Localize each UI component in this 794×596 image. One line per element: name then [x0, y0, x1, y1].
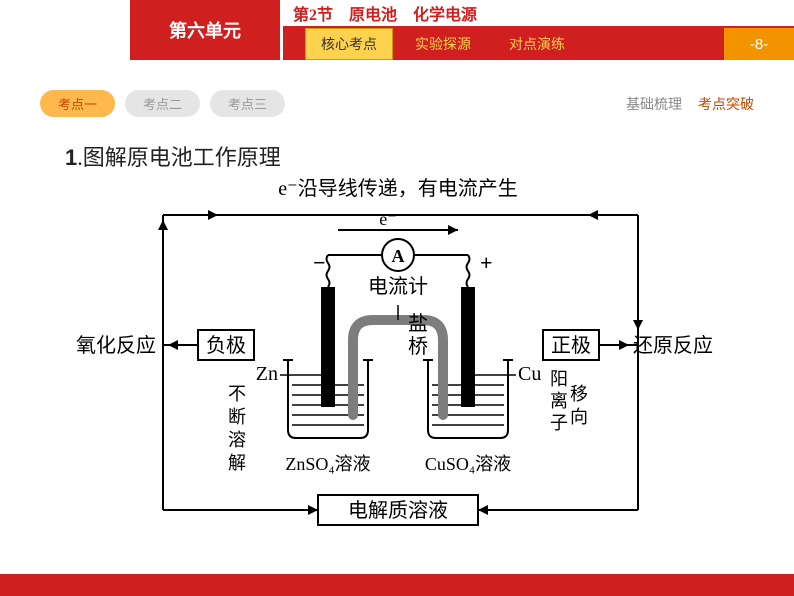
right-vert-3: 子	[550, 413, 568, 433]
electron-arrow	[448, 225, 458, 235]
right-vert-1: 阳	[550, 369, 568, 389]
electron-symbol: e⁻	[379, 209, 397, 229]
arrow-right-in	[588, 210, 598, 220]
title-text: .图解原电池工作原理	[77, 145, 281, 170]
left-vert-1: 不	[228, 384, 246, 404]
left-vert-3: 溶	[228, 430, 246, 450]
ammeter-label: 电流计	[368, 275, 428, 298]
top-text: e⁻沿导线传递，有电流产生	[278, 177, 517, 200]
right-vert-5: 向	[570, 407, 588, 427]
positive-terminal-label: 正极	[551, 334, 591, 357]
unit-box: 第六单元	[130, 0, 280, 60]
title-number: 1	[65, 145, 77, 170]
tabs-row: 核心考点 实验探源 对点演练	[283, 28, 794, 60]
pill-point1[interactable]: 考点一	[40, 90, 115, 117]
page-number-badge: -8-	[724, 28, 794, 60]
salt-bridge	[353, 320, 443, 415]
spring-right-icon	[467, 255, 470, 287]
tab-experiment[interactable]: 实验探源	[399, 28, 487, 60]
ammeter-symbol: A	[392, 246, 405, 266]
arrow-left-in	[208, 210, 218, 220]
cu-electrode	[461, 287, 475, 407]
footer-bar	[0, 574, 794, 596]
electrolyte-label: 电解质溶液	[348, 499, 448, 522]
tab-core[interactable]: 核心考点	[305, 28, 393, 60]
right-vert-2: 离	[550, 391, 568, 411]
positive-sign: +	[480, 250, 493, 275]
arrow-into-electrolyte-left	[308, 505, 318, 515]
znso4-label: ZnSO₄溶液	[285, 454, 370, 474]
reduction-label: 还原反应	[633, 334, 713, 357]
left-vert-2: 断	[228, 407, 246, 427]
content-title: 1.图解原电池工作原理	[65, 140, 281, 172]
zn-electrode	[321, 287, 335, 407]
cuso4-label: CuSO₄溶液	[425, 454, 511, 474]
right-vert-4: 移	[570, 384, 588, 404]
spring-left-icon	[327, 255, 330, 287]
subnav-link-breakthrough[interactable]: 考点突破	[698, 94, 754, 114]
zn-label: Zn	[256, 363, 278, 385]
arrow-down-positive	[633, 320, 643, 330]
negative-terminal-label: 负极	[206, 334, 246, 357]
arrow-into-electrolyte-right	[478, 505, 488, 515]
tab-practice[interactable]: 对点演练	[493, 28, 581, 60]
salt-bridge-label-1: 盐	[408, 312, 428, 335]
pill-point3[interactable]: 考点三	[210, 90, 285, 117]
section-title: 第2节 原电池 化学电源	[283, 0, 794, 28]
arrow-up-negative	[158, 220, 168, 230]
galvanic-cell-diagram: e⁻沿导线传递，有电流产生 e⁻ A 电流计 − +	[68, 175, 728, 555]
negative-sign: −	[313, 250, 326, 275]
cu-label: Cu	[518, 363, 541, 385]
oxidation-label: 氧化反应	[76, 334, 156, 357]
left-vert-4: 解	[228, 453, 246, 473]
subnav-link-basics[interactable]: 基础梳理	[626, 94, 682, 114]
salt-bridge-label-2: 桥	[408, 335, 428, 358]
pill-point2[interactable]: 考点二	[125, 90, 200, 117]
subnav: 考点一 考点二 考点三 基础梳理 考点突破	[40, 90, 754, 117]
